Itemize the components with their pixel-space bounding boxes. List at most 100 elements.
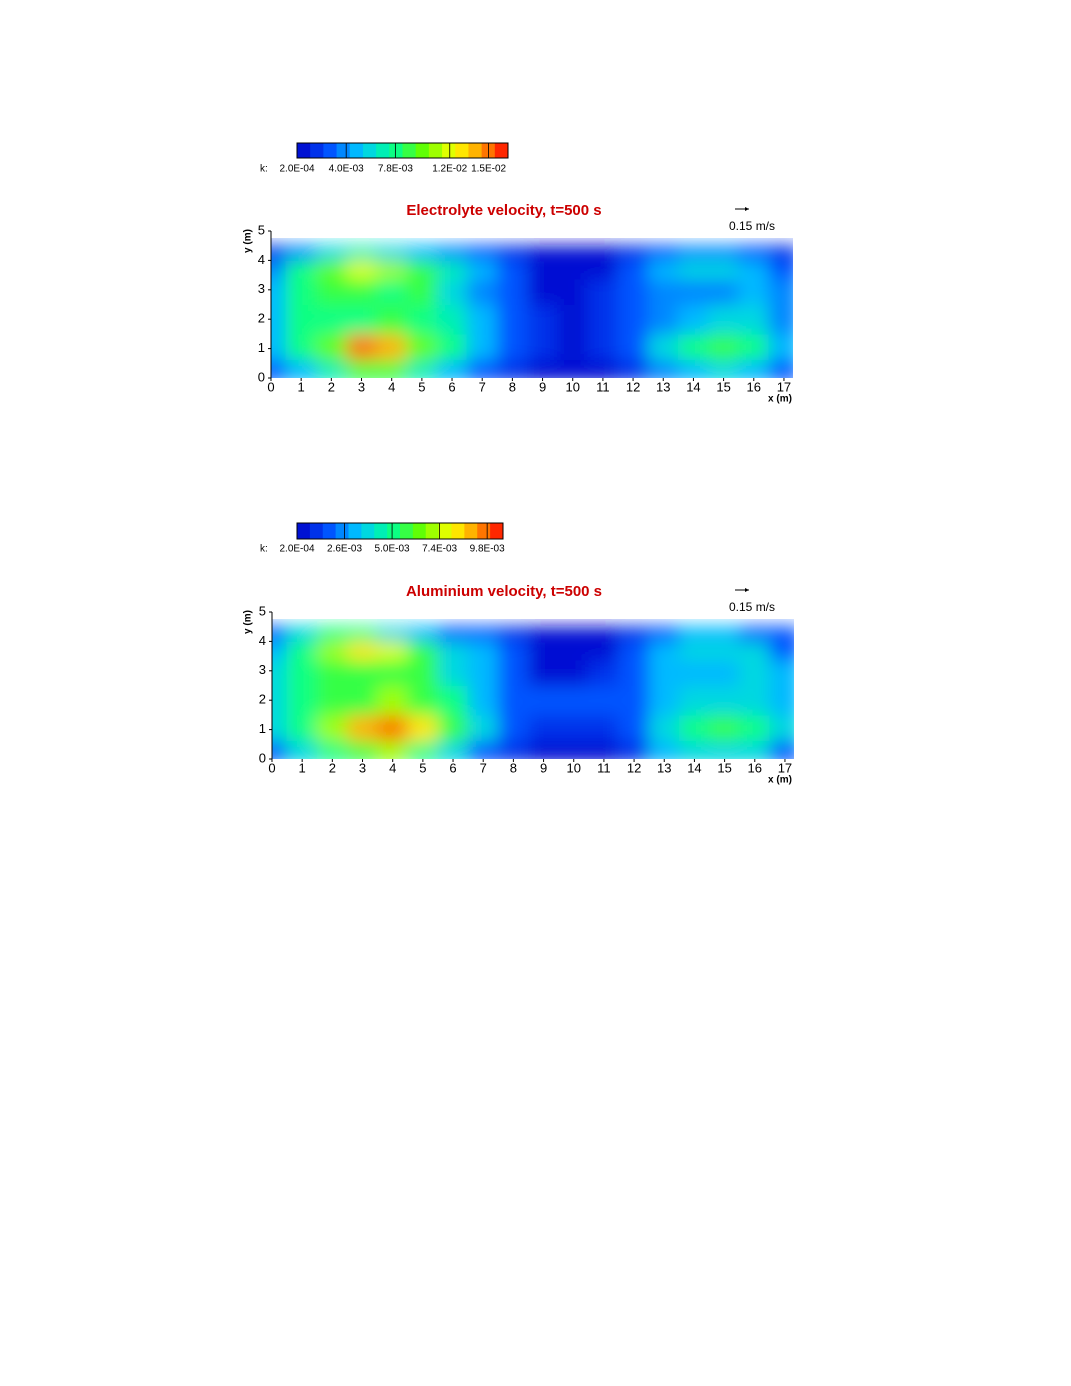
y-tick-label: 0 — [259, 750, 266, 765]
field-cell — [739, 626, 771, 642]
field-cell — [272, 640, 288, 661]
field-cell — [618, 626, 650, 642]
x-tick-label: 12 — [626, 379, 640, 394]
field-cell — [678, 740, 711, 759]
field-cell — [286, 626, 318, 642]
field-cell — [346, 714, 379, 742]
field-cell — [769, 640, 794, 661]
x-tick-label: 5 — [418, 379, 425, 394]
field-cell — [377, 626, 409, 642]
field-cell — [588, 685, 620, 716]
colorbar-band — [336, 143, 351, 158]
field-cell — [527, 685, 560, 716]
field-cell — [437, 685, 469, 716]
field-cell — [527, 659, 560, 686]
colorbar-band — [438, 523, 452, 539]
field-cell — [286, 740, 318, 759]
field-cell — [496, 278, 528, 305]
field-cell — [406, 304, 438, 335]
field-cell — [587, 304, 619, 335]
field-cell — [677, 245, 710, 261]
field-cell — [648, 685, 680, 716]
field-cell — [315, 304, 347, 335]
field-cell — [739, 659, 771, 686]
field-cell — [407, 740, 439, 759]
field-cell — [377, 685, 409, 716]
colorbar-band — [451, 523, 465, 539]
field-cell — [497, 740, 529, 759]
y-tick-label: 3 — [258, 281, 265, 296]
field-cell — [467, 714, 499, 742]
field-cell — [436, 259, 468, 280]
field-cell — [497, 640, 529, 661]
field-cell — [708, 278, 740, 305]
field-cell — [677, 333, 710, 361]
x-tick-label: 2 — [329, 760, 336, 775]
y-axis-title: y (m) — [243, 229, 254, 253]
colorbar-label: k: — [260, 544, 268, 555]
field-cell — [769, 685, 794, 716]
field-cell — [738, 278, 770, 305]
field-cell — [345, 259, 378, 280]
field-cell — [437, 626, 469, 642]
colorbar-tick-label: 1.2E-02 — [432, 164, 467, 175]
colorbar-tick-label: 7.4E-03 — [422, 544, 457, 555]
x-tick-label: 0 — [267, 379, 274, 394]
field-cell — [407, 640, 439, 661]
x-tick-label: 6 — [449, 760, 456, 775]
y-tick-label: 4 — [259, 633, 266, 648]
field-cell — [437, 714, 469, 742]
field-cell — [285, 333, 317, 361]
field-cell — [768, 259, 793, 280]
field-cell — [618, 659, 650, 686]
colorbar-tick-label: 9.8E-03 — [470, 544, 505, 555]
field-cell — [708, 259, 740, 280]
field-cell — [678, 714, 711, 742]
field-cell — [315, 359, 347, 378]
field-cell — [709, 659, 741, 686]
colorbar-band — [348, 523, 362, 539]
colorbar-band — [310, 143, 324, 158]
field-cell — [617, 278, 649, 305]
field-cell — [286, 714, 318, 742]
field-cell — [678, 626, 711, 642]
field-cell — [316, 740, 348, 759]
y-tick-label: 4 — [258, 252, 265, 267]
field-cells — [272, 626, 794, 759]
x-tick-label: 2 — [328, 379, 335, 394]
field-cell — [677, 359, 710, 378]
field-cell — [527, 714, 560, 742]
field-cell — [436, 359, 468, 378]
field-cell — [526, 333, 559, 361]
x-tick-label: 0 — [268, 760, 275, 775]
field-cell — [345, 245, 378, 261]
field-cell — [647, 278, 679, 305]
field-cell — [496, 333, 528, 361]
y-tick-label: 5 — [259, 603, 266, 618]
field-cell — [272, 685, 288, 716]
field-cell — [768, 245, 793, 261]
field-cell — [558, 640, 590, 661]
x-tick-label: 4 — [388, 379, 395, 394]
field-cell — [618, 685, 650, 716]
x-tick-label: 8 — [510, 760, 517, 775]
field-cell — [677, 278, 710, 305]
field-cell — [739, 640, 771, 661]
field-cell — [708, 359, 740, 378]
x-tick-label: 15 — [716, 379, 730, 394]
field-cell — [285, 259, 317, 280]
field-cell — [558, 740, 590, 759]
field-cell — [346, 740, 379, 759]
field-cell — [376, 333, 408, 361]
field-cell — [709, 626, 741, 642]
field-cell — [617, 333, 649, 361]
field-cell — [647, 259, 679, 280]
field-cell — [497, 685, 529, 716]
colorbar-tick-label: 7.8E-03 — [378, 164, 413, 175]
colorbar-band — [376, 143, 390, 158]
field-cell — [738, 333, 770, 361]
field-cell — [315, 259, 347, 280]
colorbar-band — [494, 143, 509, 158]
field-cell — [496, 245, 528, 261]
field-cell — [587, 245, 619, 261]
